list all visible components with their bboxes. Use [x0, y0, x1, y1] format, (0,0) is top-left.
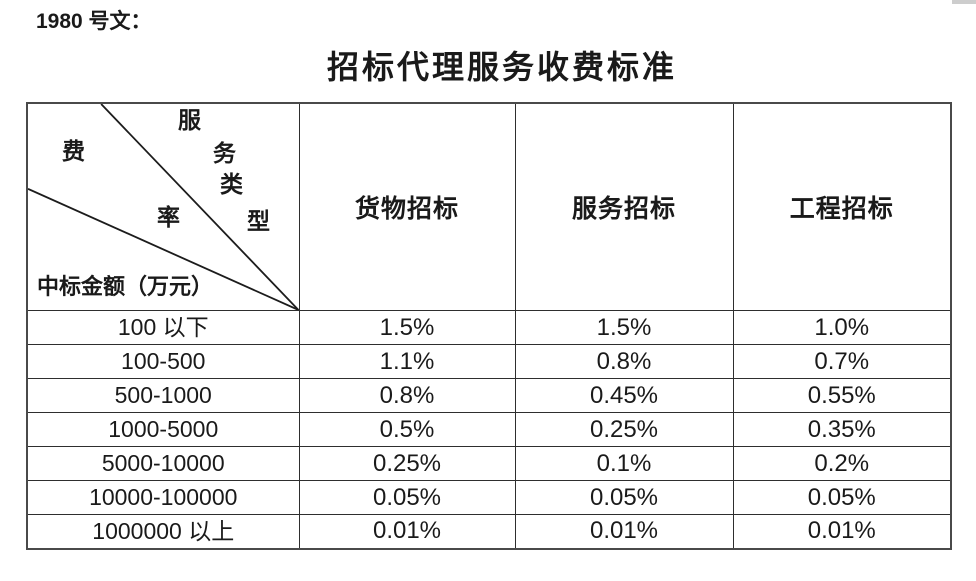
goods-rate-cell: 0.8%	[298, 378, 516, 413]
works-rate-cell: 0.35%	[732, 412, 952, 447]
fee-rate-label-char: 费	[62, 139, 85, 164]
fee-row: 10000-100000 0.05% 0.05% 0.05%	[26, 480, 952, 515]
diagonal-header-cell: 服 费 务 类 率 型 中标金额（万元）	[26, 102, 300, 311]
column-header-works: 工程招标	[732, 102, 952, 311]
goods-rate-cell: 0.25%	[298, 446, 516, 481]
services-rate-cell: 0.01%	[514, 514, 734, 549]
works-rate-cell: 0.2%	[732, 446, 952, 481]
amount-range-cell: 1000000 以上	[26, 514, 300, 549]
amount-range-cell: 100 以下	[26, 310, 300, 345]
services-rate-cell: 0.05%	[514, 480, 734, 515]
document-ref-label: 1980 号文：	[36, 10, 152, 33]
diagonal-header-content: 服 费 务 类 率 型 中标金额（万元）	[28, 104, 299, 310]
row-axis-label: 中标金额（万元）	[37, 274, 214, 299]
goods-rate-cell: 0.05%	[298, 480, 516, 515]
fee-standard-table: 服 费 务 类 率 型 中标金额（万元） 货物招标 服务招标 工程招标 100 …	[26, 102, 952, 550]
works-rate-cell: 0.05%	[732, 480, 952, 515]
table-header-row: 服 费 务 类 率 型 中标金额（万元） 货物招标 服务招标 工程招标	[26, 102, 952, 311]
fee-row: 100 以下 1.5% 1.5% 1.0%	[26, 310, 952, 345]
column-header-services: 服务招标	[514, 102, 734, 311]
works-rate-cell: 0.7%	[732, 344, 952, 379]
works-rate-cell: 0.55%	[732, 378, 952, 413]
services-rate-cell: 0.8%	[514, 344, 734, 379]
fee-row: 500-1000 0.8% 0.45% 0.55%	[26, 378, 952, 413]
fee-row: 1000000 以上 0.01% 0.01% 0.01%	[26, 514, 952, 549]
works-rate-cell: 1.0%	[732, 310, 952, 345]
scrollbar-fragment[interactable]	[952, 0, 976, 4]
service-type-label-char: 务	[213, 141, 236, 166]
column-header-goods: 货物招标	[298, 102, 516, 311]
services-rate-cell: 0.25%	[514, 412, 734, 447]
amount-range-cell: 10000-100000	[26, 480, 300, 515]
diagonal-divider-lines	[28, 104, 299, 310]
fee-row: 1000-5000 0.5% 0.25% 0.35%	[26, 412, 952, 447]
amount-range-cell: 100-500	[26, 344, 300, 379]
services-rate-cell: 0.1%	[514, 446, 734, 481]
service-type-label-char: 型	[247, 209, 270, 234]
page-title: 招标代理服务收费标准	[326, 49, 677, 85]
service-type-label-char: 类	[220, 172, 243, 197]
goods-rate-cell: 0.5%	[298, 412, 516, 447]
amount-range-cell: 5000-10000	[26, 446, 300, 481]
goods-rate-cell: 1.5%	[298, 310, 516, 345]
amount-range-cell: 500-1000	[26, 378, 300, 413]
fee-row: 5000-10000 0.25% 0.1% 0.2%	[26, 446, 952, 481]
services-rate-cell: 1.5%	[514, 310, 734, 345]
services-rate-cell: 0.45%	[514, 378, 734, 413]
amount-range-cell: 1000-5000	[26, 412, 300, 447]
goods-rate-cell: 1.1%	[298, 344, 516, 379]
goods-rate-cell: 0.01%	[298, 514, 516, 549]
fee-row: 100-500 1.1% 0.8% 0.7%	[26, 344, 952, 379]
works-rate-cell: 0.01%	[732, 514, 952, 549]
service-type-label-char: 服	[178, 108, 201, 133]
fee-rate-label-char: 率	[157, 205, 180, 230]
